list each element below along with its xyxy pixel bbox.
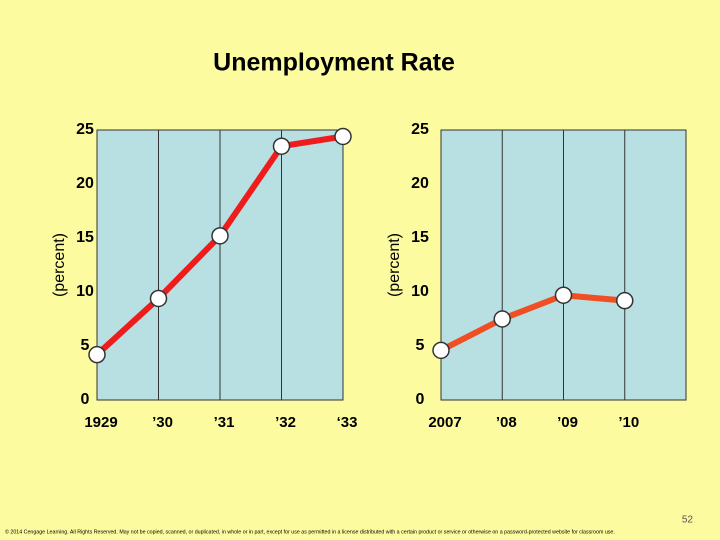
y-tick-label: 20 (411, 175, 429, 192)
x-tick-label: ’09 (557, 414, 578, 431)
data-point (554, 286, 573, 304)
y-tick-label: 15 (76, 229, 94, 246)
y-tick-label: 20 (76, 175, 94, 192)
y-tick-label: 25 (76, 121, 94, 138)
y-tick-label: 25 (411, 121, 429, 138)
x-tick-label: ’30 (152, 414, 173, 431)
y-tick-label: 10 (76, 283, 94, 300)
y-tick-label: 15 (411, 229, 429, 246)
x-tick-label: ’32 (275, 414, 296, 431)
x-tick-label: ‘33 (337, 414, 358, 431)
y-tick-label: 10 (411, 283, 429, 300)
x-tick-label: 1929 (84, 414, 117, 431)
x-tick-label: ’08 (496, 414, 517, 431)
data-point (616, 291, 634, 310)
y-axis-label: (percent) (51, 233, 68, 297)
y-axis-label: (percent) (386, 233, 403, 297)
data-point (211, 227, 229, 245)
y-tick-label: 5 (81, 337, 90, 354)
data-point (334, 127, 352, 146)
data-point (149, 289, 168, 308)
y-tick-label: 0 (416, 391, 425, 408)
x-tick-label: ’10 (618, 414, 639, 431)
page-number: 52 (682, 515, 694, 526)
data-line (439, 292, 626, 353)
x-tick-label: 2007 (428, 414, 461, 431)
data-point (272, 137, 291, 155)
data-point (432, 341, 450, 360)
data-point (493, 310, 511, 328)
y-tick-label: 0 (81, 391, 90, 408)
x-tick-label: ’31 (214, 414, 235, 431)
data-point (88, 345, 106, 364)
slide-title: Unemployment Rate (213, 49, 455, 77)
y-tick-label: 5 (416, 337, 425, 354)
copyright: © 2014 Cengage Learning. All Rights Rese… (5, 528, 615, 535)
